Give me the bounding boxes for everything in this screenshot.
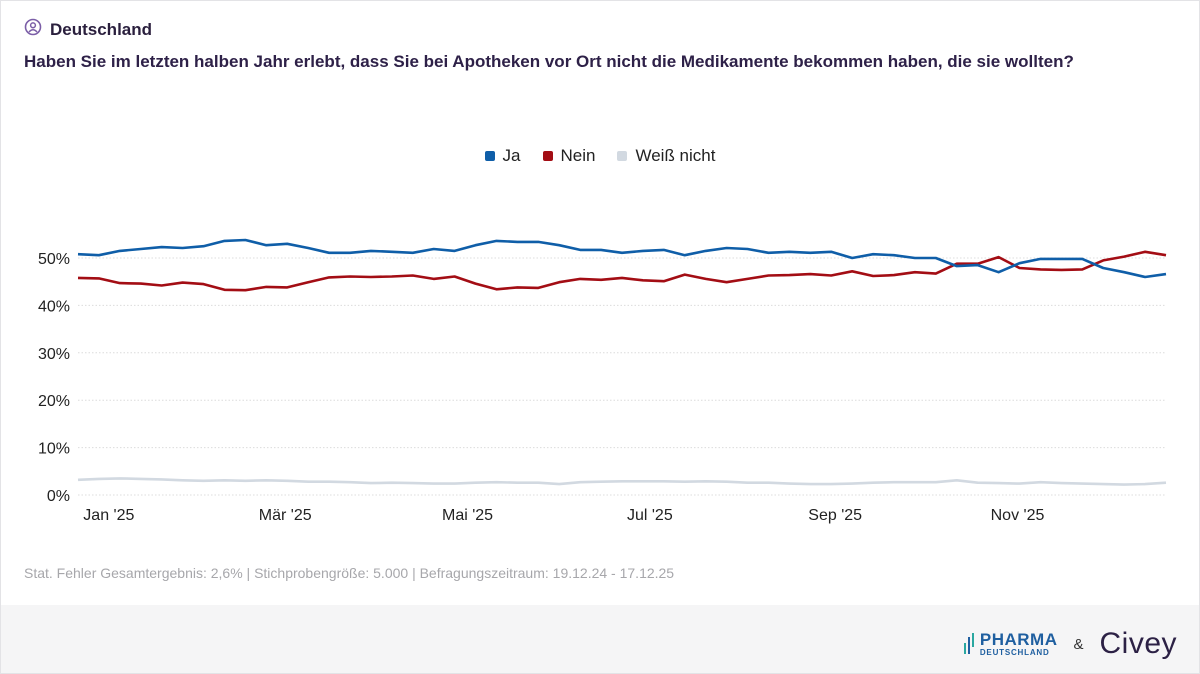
x-tick-label: Mär '25 [259,507,312,524]
person-search-icon [24,18,42,41]
footer: PHARMA DEUTSCHLAND & Civey [1,605,1199,673]
line-chart: 0% 10% 20% 30% 40% 50% Jan '25 Mär '25 Mai '25 Ju… [38,238,1167,524]
question-title: Haben Sie im letzten halben Jahr erlebt,… [24,52,1074,71]
x-tick-label: Jul '25 [627,507,673,524]
region-label: Deutschland [50,19,153,39]
y-tick-label: 0% [47,488,70,505]
legend-label: Nein [560,146,596,165]
x-tick-label: Nov '25 [991,507,1045,524]
legend-swatch [484,151,495,161]
legend-item-weiss-nicht[interactable]: Weiß nicht [617,146,715,166]
logos: PHARMA DEUTSCHLAND & Civey [963,627,1177,661]
y-tick-label: 30% [38,346,70,363]
methodology-note: Stat. Fehler Gesamtergebnis: 2,6% | Stic… [24,565,675,581]
legend-label: Ja [502,146,521,165]
y-tick-label: 40% [38,298,70,315]
pharma-logo-subtext: DEUTSCHLAND [979,647,1050,657]
pharma-logo-text: PHARMA [979,629,1058,649]
legend-label: Weiß nicht [635,146,716,165]
series-line-nein [77,250,1167,292]
y-tick-label: 20% [38,393,70,410]
region-header: Deutschland [24,18,152,41]
ampersand: & [1073,635,1084,653]
legend-swatch [617,151,628,161]
legend-swatch [542,151,553,161]
legend: Ja Nein Weiß nicht [0,146,1200,166]
y-tick-label: 10% [38,441,70,458]
y-tick-label: 50% [38,251,70,268]
series-line-wei-nicht [77,477,1167,486]
x-tick-label: Mai '25 [442,507,493,524]
legend-item-ja[interactable]: Ja [484,146,521,166]
x-tick-label: Jan '25 [83,507,134,524]
legend-item-nein[interactable]: Nein [542,146,596,166]
x-tick-label: Sep '25 [808,507,862,524]
pharma-deutschland-logo: PHARMA DEUTSCHLAND [963,629,1058,657]
series-line-ja [77,238,1167,279]
civey-logo: Civey [1099,627,1177,660]
